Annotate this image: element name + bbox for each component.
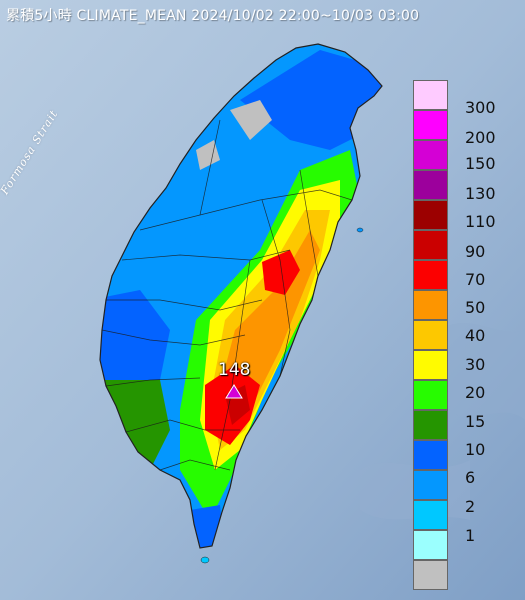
legend-label-20: 20 — [465, 383, 486, 402]
legend-swatch-50 — [413, 290, 448, 320]
legend-label-200: 200 — [465, 128, 496, 147]
legend-swatch-90 — [413, 230, 448, 260]
legend-label-110: 110 — [465, 212, 496, 231]
legend-label-2: 2 — [465, 497, 476, 516]
legend-swatch-200 — [413, 110, 448, 140]
map-title: 累積5小時 CLIMATE_MEAN 2024/10/02 22:00~10/0… — [6, 8, 420, 24]
legend-label-70: 70 — [465, 270, 486, 289]
county-boundaries — [101, 119, 353, 471]
legend-label-30: 30 — [465, 355, 486, 374]
legend-label-150: 150 — [465, 154, 496, 173]
rain-zone-15-southwest — [100, 380, 170, 470]
legend-label-40: 40 — [465, 326, 486, 345]
legend-swatch-10 — [413, 440, 448, 470]
legend-swatch-2 — [413, 500, 448, 530]
legend-swatch-1 — [413, 530, 448, 560]
offshore-islands — [200, 227, 364, 564]
max-rainfall-value: 148 — [218, 360, 251, 380]
legend-label-50: 50 — [465, 298, 486, 317]
legend-swatch-150 — [413, 140, 448, 170]
legend-label-6: 6 — [465, 468, 476, 487]
island-outline — [99, 43, 383, 549]
legend-swatch-70 — [413, 260, 448, 290]
rain-zone-70-north — [262, 250, 300, 295]
legend-label-15: 15 — [465, 412, 486, 431]
legend-swatch-130 — [413, 170, 448, 200]
legend-swatch-110 — [413, 200, 448, 230]
legend-swatch-40 — [413, 320, 448, 350]
legend-swatch-300 — [413, 80, 448, 110]
legend-label-10: 10 — [465, 440, 486, 459]
legend-label-300: 300 — [465, 98, 496, 117]
legend-label-130: 130 — [465, 184, 496, 203]
legend-swatch-30 — [413, 350, 448, 380]
legend-label-90: 90 — [465, 242, 486, 261]
legend-swatch-6 — [413, 470, 448, 500]
legend-swatch-15 — [413, 410, 448, 440]
max-rainfall-marker — [225, 384, 243, 399]
rain-zone-10-west — [100, 290, 170, 390]
legend-label-1: 1 — [465, 526, 476, 545]
legend-swatch-20 — [413, 380, 448, 410]
legend-swatch-none — [413, 560, 448, 590]
rain-zone-none — [230, 100, 272, 140]
cloud-texture — [440, 322, 525, 420]
